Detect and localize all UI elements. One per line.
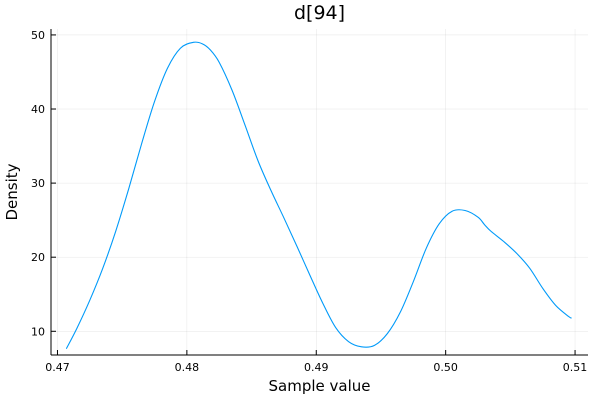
chart-title: d[94] — [294, 2, 345, 24]
y-tick-label: 30 — [31, 177, 45, 190]
y-tick-label: 50 — [31, 29, 45, 42]
series — [65, 41, 572, 349]
density-curve — [65, 41, 572, 349]
x-tick-label: 0.51 — [563, 361, 588, 374]
x-tick-label: 0.50 — [433, 361, 458, 374]
y-tick-label: 10 — [31, 325, 45, 338]
x-axis-label: Sample value — [269, 377, 371, 395]
y-tick-label: 20 — [31, 251, 45, 264]
axes — [50, 29, 588, 356]
x-tick-label: 0.47 — [45, 361, 70, 374]
y-tick-label: 40 — [31, 103, 45, 116]
ticks: 0.47 0.48 0.49 0.50 0.51 10 20 30 40 50 — [31, 29, 587, 374]
x-tick-label: 0.49 — [304, 361, 329, 374]
grid-lines — [51, 29, 588, 355]
y-axis-label: Density — [3, 163, 21, 220]
x-tick-label: 0.48 — [175, 361, 200, 374]
